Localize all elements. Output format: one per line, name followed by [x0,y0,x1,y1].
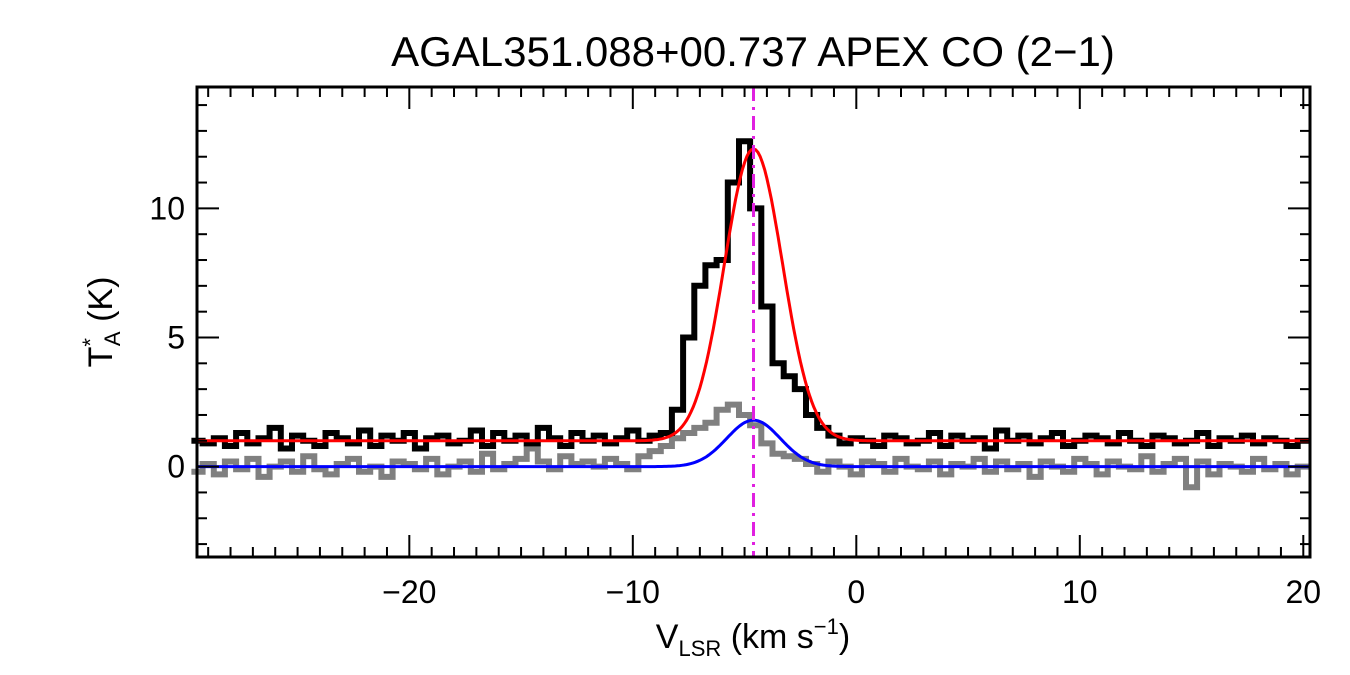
plot-area: −20 −10 0 10 20 0 5 10 [149,85,1321,610]
x-tick-label: 10 [1062,574,1098,610]
x-tick-label: −20 [382,574,436,610]
series-layer [191,138,1310,491]
axis-ticks: −20 −10 0 10 20 0 5 10 [149,87,1321,610]
series-0-line [191,138,1309,452]
y-tick-label: 5 [167,319,185,355]
x-axis-label: VLSR (km s−1) [656,614,850,661]
series-3-fit [197,418,1310,469]
y-axis-label: T*A (K) [78,277,125,368]
x-tick-label: −10 [606,574,660,610]
y-tick-label: 0 [167,449,185,485]
x-tick-label: 20 [1285,574,1321,610]
chart-title: AGAL351.088+00.737 APEX CO (2−1) [391,28,1115,75]
y-tick-label: 10 [149,190,185,226]
plot-frame [195,85,1312,559]
x-tick-label: 0 [847,574,865,610]
